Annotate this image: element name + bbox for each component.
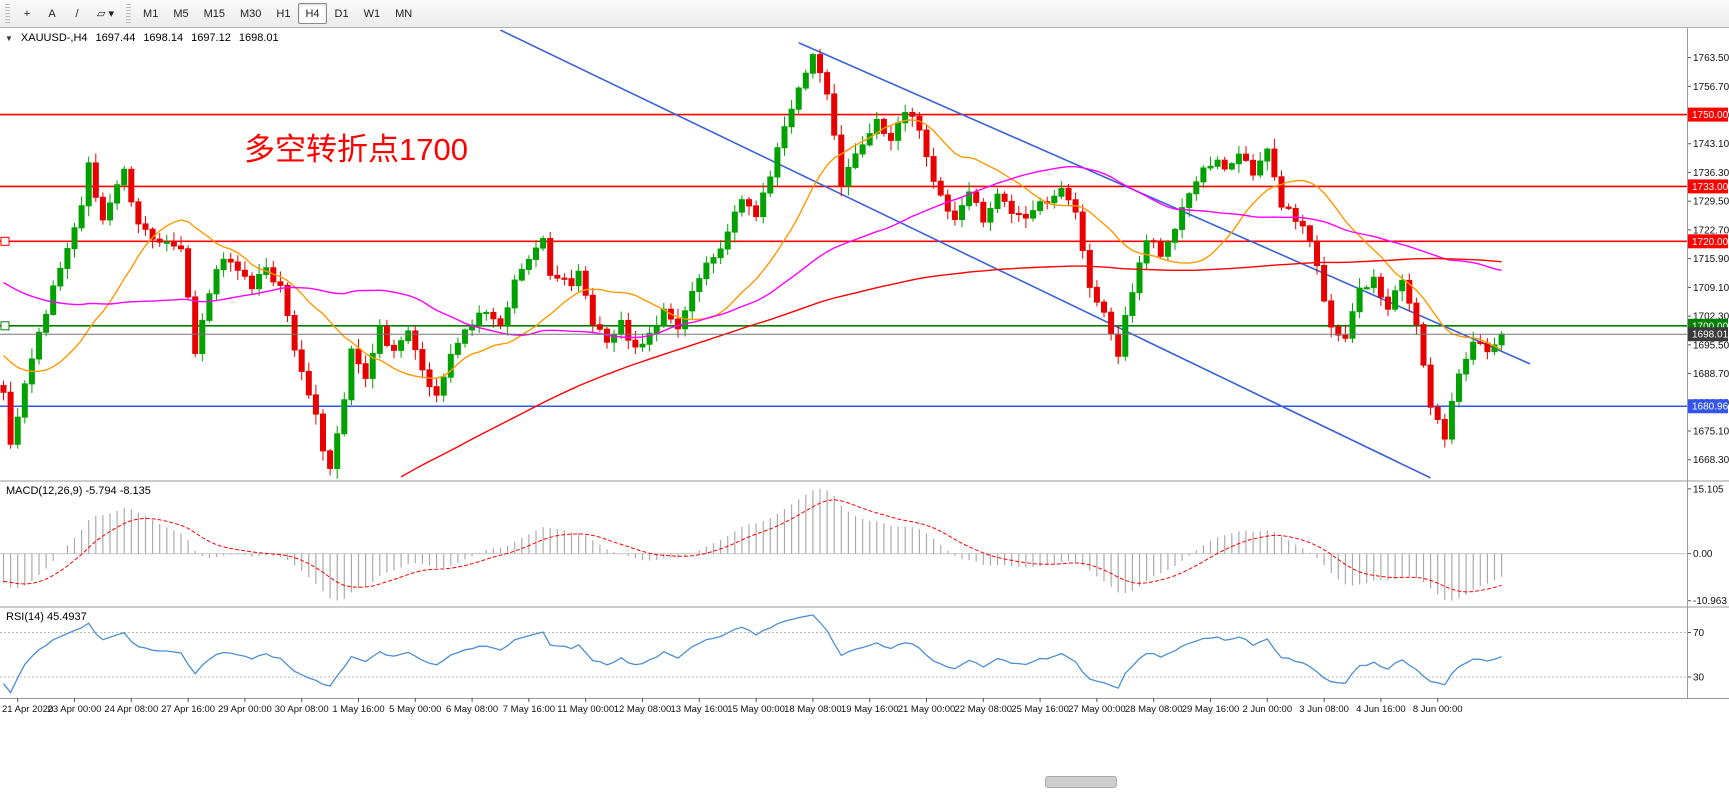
svg-text:12 May 08:00: 12 May 08:00 (614, 704, 672, 715)
svg-text:1743.10: 1743.10 (1693, 139, 1729, 150)
svg-text:29 Apr 00:00: 29 Apr 00:00 (218, 704, 272, 715)
svg-text:1729.50: 1729.50 (1693, 197, 1729, 208)
chart-ohlc-header: ▼ XAUUSD-,H4 1697.44 1698.14 1697.12 169… (5, 32, 279, 44)
svg-text:30 Apr 08:00: 30 Apr 08:00 (275, 704, 329, 715)
price-axis: 1763.501756.701749.901743.101736.301729.… (1687, 53, 1729, 683)
svg-text:24 Apr 08:00: 24 Apr 08:00 (104, 704, 158, 715)
svg-text:21 Apr 2020: 21 Apr 2020 (2, 704, 53, 715)
svg-text:23 Apr 00:00: 23 Apr 00:00 (48, 704, 102, 715)
open-value: 1697.44 (95, 32, 136, 44)
ma-fast-line (3, 119, 1502, 379)
svg-text:6 May 08:00: 6 May 08:00 (446, 704, 498, 715)
svg-text:1675.10: 1675.10 (1693, 426, 1729, 437)
trendline-tool-button[interactable]: / (75, 7, 79, 20)
svg-text:1720.00: 1720.00 (1692, 237, 1729, 248)
ma-mid-line (3, 166, 1502, 339)
macd-indicator-label: MACD(12,26,9) -5.794 -8.135 (6, 485, 151, 497)
svg-text:3 Jun 08:00: 3 Jun 08:00 (1299, 704, 1349, 715)
timeframe-m30-button[interactable]: M30 (240, 7, 262, 20)
timeframe-h1-button[interactable]: H1 (276, 7, 291, 20)
svg-text:1736.30: 1736.30 (1693, 168, 1729, 179)
svg-text:1680.96: 1680.96 (1692, 402, 1729, 413)
toolbar-grip[interactable] (126, 3, 132, 24)
timeframe-mn-button[interactable]: MN (395, 7, 413, 20)
timeframe-m15-button[interactable]: M15 (203, 7, 226, 20)
trendlines[interactable] (500, 29, 1531, 479)
rsi-line (2, 614, 1502, 694)
svg-text:1698.01: 1698.01 (1692, 330, 1729, 341)
high-value: 1698.14 (143, 32, 184, 44)
candles-layer (0, 48, 1505, 479)
svg-text:1702.30: 1702.30 (1693, 312, 1729, 323)
svg-text:1695.50: 1695.50 (1693, 340, 1729, 351)
macd-signal-line (3, 499, 1502, 593)
moving-averages (3, 119, 1502, 478)
svg-text:21 May 00:00: 21 May 00:00 (898, 704, 956, 715)
svg-text:7 May 16:00: 7 May 16:00 (503, 704, 555, 715)
price-badges: 1750.00 1733.00 1720.00 1700.00 1680.96 1698.… (1688, 107, 1729, 414)
svg-text:4 Jun 16:00: 4 Jun 16:00 (1356, 704, 1406, 715)
timeframe-d1-button[interactable]: D1 (334, 7, 349, 20)
horizontal-scrollbar-thumb[interactable] (1045, 776, 1117, 788)
collapse-arrow-icon[interactable]: ▼ (5, 33, 13, 43)
svg-text:27 May 00:00: 27 May 00:00 (1068, 704, 1126, 715)
timeframe-m5-button[interactable]: M5 (173, 7, 189, 20)
svg-text:1700.00: 1700.00 (1692, 321, 1729, 332)
symbol-period-label: XAUUSD-,H4 (20, 32, 88, 44)
svg-text:1 May 16:00: 1 May 16:00 (332, 704, 384, 715)
svg-text:28 May 08:00: 28 May 08:00 (1125, 704, 1183, 715)
svg-text:5 May 00:00: 5 May 00:00 (389, 704, 441, 715)
rsi-indicator-label: RSI(14) 45.4937 (6, 611, 87, 623)
svg-text:19 May 16:00: 19 May 16:00 (841, 704, 899, 715)
svg-text:22 May 08:00: 22 May 08:00 (955, 704, 1013, 715)
svg-text:29 May 16:00: 29 May 16:00 (1182, 704, 1240, 715)
chart-area: 1763.501756.701749.901743.101736.301729.… (0, 28, 1729, 794)
svg-text:1763.50: 1763.50 (1693, 53, 1729, 64)
low-value: 1697.12 (191, 32, 231, 44)
svg-text:30: 30 (1693, 672, 1705, 683)
toolbar-grip[interactable] (5, 3, 10, 24)
svg-text:1715.90: 1715.90 (1693, 254, 1729, 265)
svg-text:1709.10: 1709.10 (1693, 283, 1729, 294)
svg-text:27 Apr 16:00: 27 Apr 16:00 (161, 704, 215, 715)
svg-text:1750.00: 1750.00 (1692, 110, 1729, 121)
svg-text:25 May 16:00: 25 May 16:00 (1011, 704, 1069, 715)
svg-text:1688.70: 1688.70 (1693, 369, 1729, 380)
timeframe-h4-button[interactable]: H4 (298, 3, 327, 24)
chart-canvas[interactable]: 1763.501756.701749.901743.101736.301729.… (0, 28, 1729, 716)
svg-text:1733.00: 1733.00 (1692, 182, 1729, 193)
svg-text:18 May 08:00: 18 May 08:00 (784, 704, 842, 715)
crosshair-tool-button[interactable]: + (23, 7, 31, 20)
close-value: 1698.01 (238, 32, 279, 44)
timeframe-m1-button[interactable]: M1 (143, 7, 159, 20)
svg-text:70: 70 (1693, 628, 1705, 639)
text-label-tool-button[interactable]: A (48, 7, 56, 20)
svg-text:0.00: 0.00 (1693, 549, 1713, 560)
shapes-dropdown-button[interactable]: ▱ ▾ (97, 8, 115, 20)
top-toolbar: + A / ▱ ▾ M1 M5 M15 M30 H1 H4 D1 W1 MN (0, 0, 1729, 28)
svg-text:8 Jun 00:00: 8 Jun 00:00 (1413, 704, 1463, 715)
timeframe-w1-button[interactable]: W1 (363, 7, 381, 20)
svg-text:1756.70: 1756.70 (1693, 82, 1729, 93)
ma-slow-line (400, 257, 1502, 478)
svg-text:15 May 00:00: 15 May 00:00 (727, 704, 785, 715)
svg-text:2 Jun 00:00: 2 Jun 00:00 (1242, 704, 1292, 715)
svg-text:13 May 16:00: 13 May 16:00 (671, 704, 729, 715)
svg-text:15.105: 15.105 (1693, 484, 1724, 495)
chart-annotation-text[interactable]: 多空转折点1700 (244, 132, 468, 167)
svg-text:1722.70: 1722.70 (1693, 225, 1729, 236)
svg-text:1668.30: 1668.30 (1693, 455, 1729, 466)
svg-text:11 May 00:00: 11 May 00:00 (557, 704, 614, 715)
macd-histogram (2, 488, 1503, 601)
svg-text:-10.963: -10.963 (1693, 596, 1727, 607)
timeframes-group: M1 M5 M15 M30 H1 H4 D1 W1 MN (136, 3, 419, 24)
horizontal-levels[interactable] (0, 113, 1687, 408)
drawing-tools-group: + A / ▱ ▾ (15, 3, 121, 24)
